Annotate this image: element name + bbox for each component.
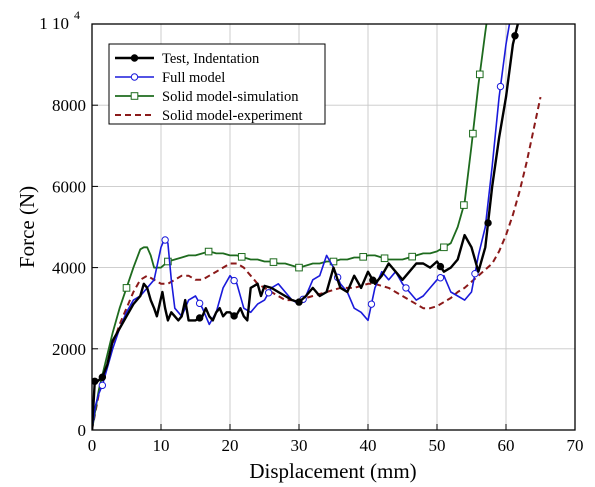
x-tick-label: 20 (222, 436, 239, 455)
series-marker (269, 258, 278, 266)
series-marker (237, 253, 246, 261)
x-axis-title: Displacement (mm) (249, 459, 416, 483)
legend-label: Solid model-simulation (162, 89, 299, 105)
series-marker (436, 274, 445, 282)
plot-frame (91, 23, 576, 431)
series-marker (295, 298, 303, 306)
ticks: 0 10 20 30 40 50 60 70 0 2000 4000 6000 8000 (52, 23, 584, 455)
x-tick-label: 70 (567, 436, 584, 455)
y-top-label-base: 1 10 (39, 14, 69, 33)
series-marker (230, 276, 238, 285)
series-marker (359, 253, 367, 261)
series-marker (496, 82, 505, 91)
x-tick-label: 60 (498, 436, 515, 455)
series-line (92, 96, 542, 430)
series-marker (92, 377, 99, 385)
series-marker (98, 373, 107, 381)
series-marker (436, 262, 445, 271)
series-line (92, 24, 520, 430)
x-tick-label: 50 (429, 436, 446, 455)
series-marker (195, 299, 204, 308)
legend-marker (130, 54, 139, 62)
y-tick-label: 0 (78, 421, 87, 440)
x-tick-label: 30 (291, 436, 308, 455)
x-tick-label: 40 (360, 436, 377, 455)
series-marker (204, 247, 213, 256)
series-line (92, 24, 488, 430)
series-marker (402, 284, 410, 292)
legend-label: Solid model-experiment (162, 108, 303, 124)
legend-label: Full model (162, 70, 225, 86)
series-marker (264, 289, 273, 297)
series-marker (164, 257, 172, 266)
x-tick-label: 0 (88, 436, 97, 455)
y-top-label-exponent: 4 (74, 8, 80, 22)
series-marker (511, 32, 519, 40)
series-marker (295, 263, 303, 272)
series-marker (408, 252, 416, 261)
legend-label: Test, Indentation (162, 51, 260, 67)
y-tick-label: 6000 (52, 177, 86, 196)
series-marker (440, 243, 448, 252)
legend-marker (130, 73, 139, 81)
series-marker (161, 236, 169, 244)
legend-marker (130, 92, 139, 100)
series-marker (460, 201, 468, 209)
series-marker (230, 312, 238, 320)
series-marker (469, 129, 477, 138)
y-tick-label: 4000 (52, 259, 86, 278)
y-top-label: 1 10 4 (39, 8, 80, 33)
series-marker (367, 300, 376, 308)
series-marker (484, 219, 492, 227)
y-axis-title: Force (N) (15, 186, 39, 268)
y-tick-label: 2000 (52, 340, 86, 359)
series-marker (122, 284, 131, 292)
series-marker (475, 70, 484, 79)
series-marker (369, 276, 377, 284)
y-tick-label: 8000 (52, 96, 86, 115)
series-marker (471, 269, 479, 278)
x-tick-label: 10 (153, 436, 170, 455)
legend: Test, Indentation Full model Solid model-s… (108, 43, 326, 125)
series-marker (98, 381, 107, 390)
series-group (92, 24, 542, 430)
series-marker (195, 314, 204, 322)
series-marker (380, 254, 389, 263)
